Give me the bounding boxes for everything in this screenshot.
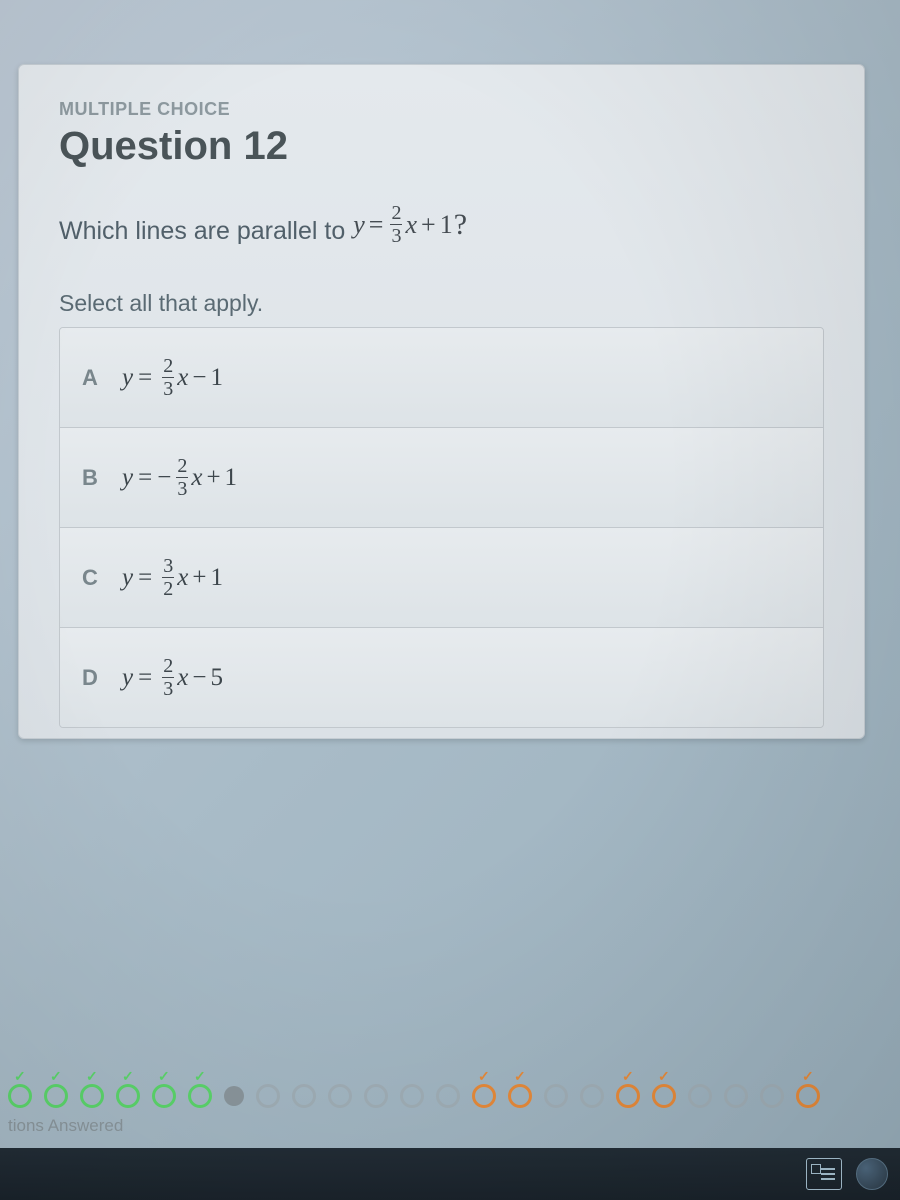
progress-dot-17[interactable] [580,1084,604,1108]
choice-c[interactable]: Cy=32x+1 [60,528,823,628]
progress-dot-14[interactable] [472,1084,496,1108]
choice-letter: D [82,665,122,691]
answered-label: tions Answered [8,1116,123,1136]
taskbar [0,1148,900,1200]
globe-icon[interactable] [856,1158,888,1190]
sub-prompt: Select all that apply. [59,290,824,317]
choice-equation: y=23x−5 [122,656,223,699]
choice-equation: y=23x−1 [122,356,223,399]
question-prompt: Which lines are parallel to y = 2 3 x + … [59,203,824,246]
progress-dot-9[interactable] [292,1084,316,1108]
progress-dot-5[interactable] [152,1084,176,1108]
progress-dot-2[interactable] [44,1084,68,1108]
progress-dot-12[interactable] [400,1084,424,1108]
progress-dot-16[interactable] [544,1084,568,1108]
choices-container: Ay=23x−1By=−23x+1Cy=32x+1Dy=23x−5 [59,327,824,728]
progress-dot-3[interactable] [80,1084,104,1108]
question-card: MULTIPLE CHOICE Question 12 Which lines … [18,64,865,739]
progress-dot-20[interactable] [688,1084,712,1108]
progress-dots [8,1084,780,1108]
choice-b[interactable]: By=−23x+1 [60,428,823,528]
choice-a[interactable]: Ay=23x−1 [60,328,823,428]
choice-letter: C [82,565,122,591]
choice-letter: B [82,465,122,491]
progress-dot-19[interactable] [652,1084,676,1108]
progress-dot-11[interactable] [364,1084,388,1108]
progress-dot-21[interactable] [724,1084,748,1108]
prompt-equation: y = 2 3 x + 1 ? [353,203,467,246]
progress-dot-23[interactable] [796,1084,820,1108]
choice-d[interactable]: Dy=23x−5 [60,628,823,727]
question-type-label: MULTIPLE CHOICE [59,99,824,120]
question-title: Question 12 [59,124,824,169]
progress-dot-4[interactable] [116,1084,140,1108]
task-list-icon[interactable] [806,1158,842,1190]
progress-dot-7[interactable] [224,1086,244,1106]
progress-dot-6[interactable] [188,1084,212,1108]
choice-equation: y=32x+1 [122,556,223,599]
progress-dot-8[interactable] [256,1084,280,1108]
choice-equation: y=−23x+1 [122,456,237,499]
progress-dot-15[interactable] [508,1084,532,1108]
progress-dot-18[interactable] [616,1084,640,1108]
progress-dot-1[interactable] [8,1084,32,1108]
progress-dot-10[interactable] [328,1084,352,1108]
progress-dot-22[interactable] [760,1084,784,1108]
choice-letter: A [82,365,122,391]
progress-dot-13[interactable] [436,1084,460,1108]
prompt-prefix: Which lines are parallel to [59,217,345,246]
